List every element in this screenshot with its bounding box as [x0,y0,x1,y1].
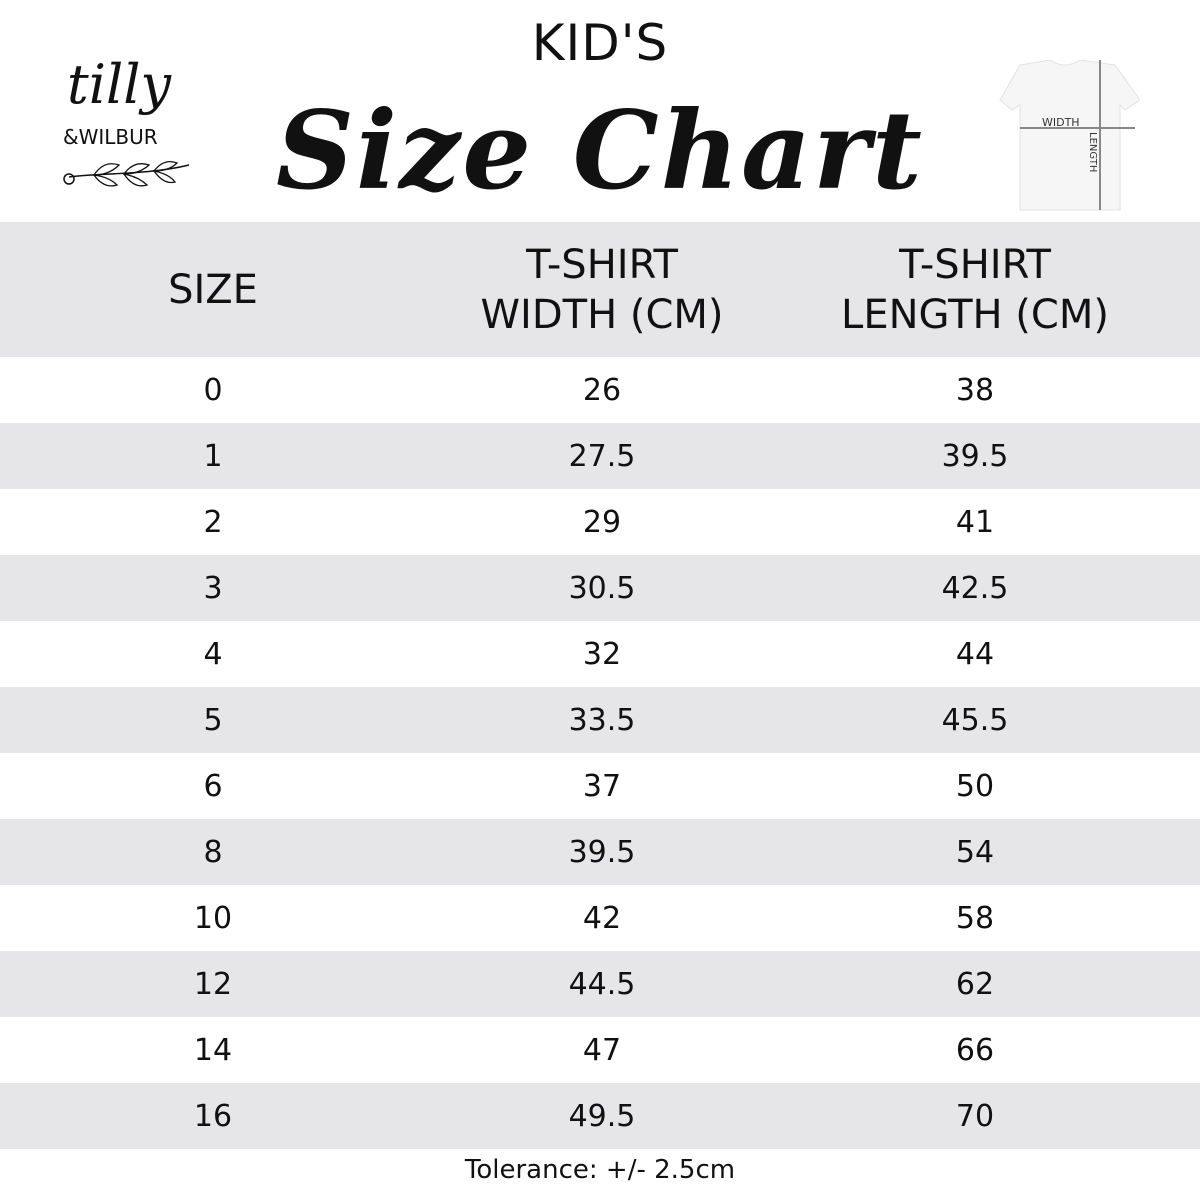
table-row: 16 49.5 70 [0,1083,1200,1149]
kicker-heading: KID'S [531,14,669,72]
page-title: Size Chart [276,88,924,214]
logo-text-tilly: tilly [67,53,172,116]
size-cell: 0 [203,372,223,408]
size-cell: 6 [203,768,223,804]
table-row: 0 26 38 [0,357,1200,423]
table-row: 4 32 44 [0,621,1200,687]
width-cell: 29 [582,504,622,540]
table-row: 6 37 50 [0,753,1200,819]
length-cell: 58 [955,900,995,936]
size-table: SIZE T-SHIRT WIDTH (CM) T-SHIRT LENGTH (CM… [0,222,1200,1149]
length-cell: 44 [955,636,995,672]
length-cell: 54 [955,834,995,870]
size-cell: 3 [203,570,223,606]
header-length-line1: T-SHIRT [899,241,1051,288]
width-cell: 42 [582,900,622,936]
size-cell: 12 [193,966,233,1002]
size-cell: 1 [203,438,223,474]
length-cell: 70 [955,1098,995,1134]
header-length-line2: LENGTH (CM) [841,291,1109,338]
table-row: 12 44.5 62 [0,951,1200,1017]
length-cell: 42.5 [941,570,1009,606]
size-cell: 8 [203,834,223,870]
size-cell: 10 [193,900,233,936]
size-cell: 5 [203,702,223,738]
width-cell: 39.5 [568,834,636,870]
size-cell: 2 [203,504,223,540]
header-width: T-SHIRT WIDTH (CM) [452,240,752,340]
table-row: 14 47 66 [0,1017,1200,1083]
logo-text-wilbur: &WILBUR [63,125,158,149]
header-width-line2: WIDTH (CM) [480,291,724,338]
header-length: T-SHIRT LENGTH (CM) [805,240,1145,340]
size-cell: 16 [193,1098,233,1134]
length-cell: 62 [955,966,995,1002]
width-cell: 26 [582,372,622,408]
table-row: 2 29 41 [0,489,1200,555]
length-cell: 41 [955,504,995,540]
tshirt-measure-diagram: WIDTH LENGTH [999,60,1140,211]
table-row: 8 39.5 54 [0,819,1200,885]
width-cell: 33.5 [568,702,636,738]
width-label: WIDTH [1042,116,1080,129]
length-cell: 38 [955,372,995,408]
leaf-branch-icon [63,160,190,187]
size-cell: 14 [193,1032,233,1068]
tolerance-note: Tolerance: +/- 2.5cm [464,1155,736,1185]
brand-logo: tilly &WILBUR [55,55,205,195]
width-cell: 47 [582,1032,622,1068]
width-cell: 49.5 [568,1098,636,1134]
length-cell: 45.5 [941,702,1009,738]
table-row: 1 27.5 39.5 [0,423,1200,489]
width-cell: 32 [582,636,622,672]
length-cell: 39.5 [941,438,1009,474]
table-row: 10 42 58 [0,885,1200,951]
size-cell: 4 [203,636,223,672]
length-cell: 50 [955,768,995,804]
width-cell: 30.5 [568,570,636,606]
width-cell: 27.5 [568,438,636,474]
table-row: 5 33.5 45.5 [0,687,1200,753]
length-label: LENGTH [1087,132,1098,172]
header-width-line1: T-SHIRT [526,241,678,288]
table-row: 3 30.5 42.5 [0,555,1200,621]
length-cell: 66 [955,1032,995,1068]
table-header: SIZE T-SHIRT WIDTH (CM) T-SHIRT LENGTH (CM… [0,222,1200,357]
header-size: SIZE [113,265,313,315]
width-cell: 37 [582,768,622,804]
width-cell: 44.5 [568,966,636,1002]
header-size-label: SIZE [168,266,258,313]
